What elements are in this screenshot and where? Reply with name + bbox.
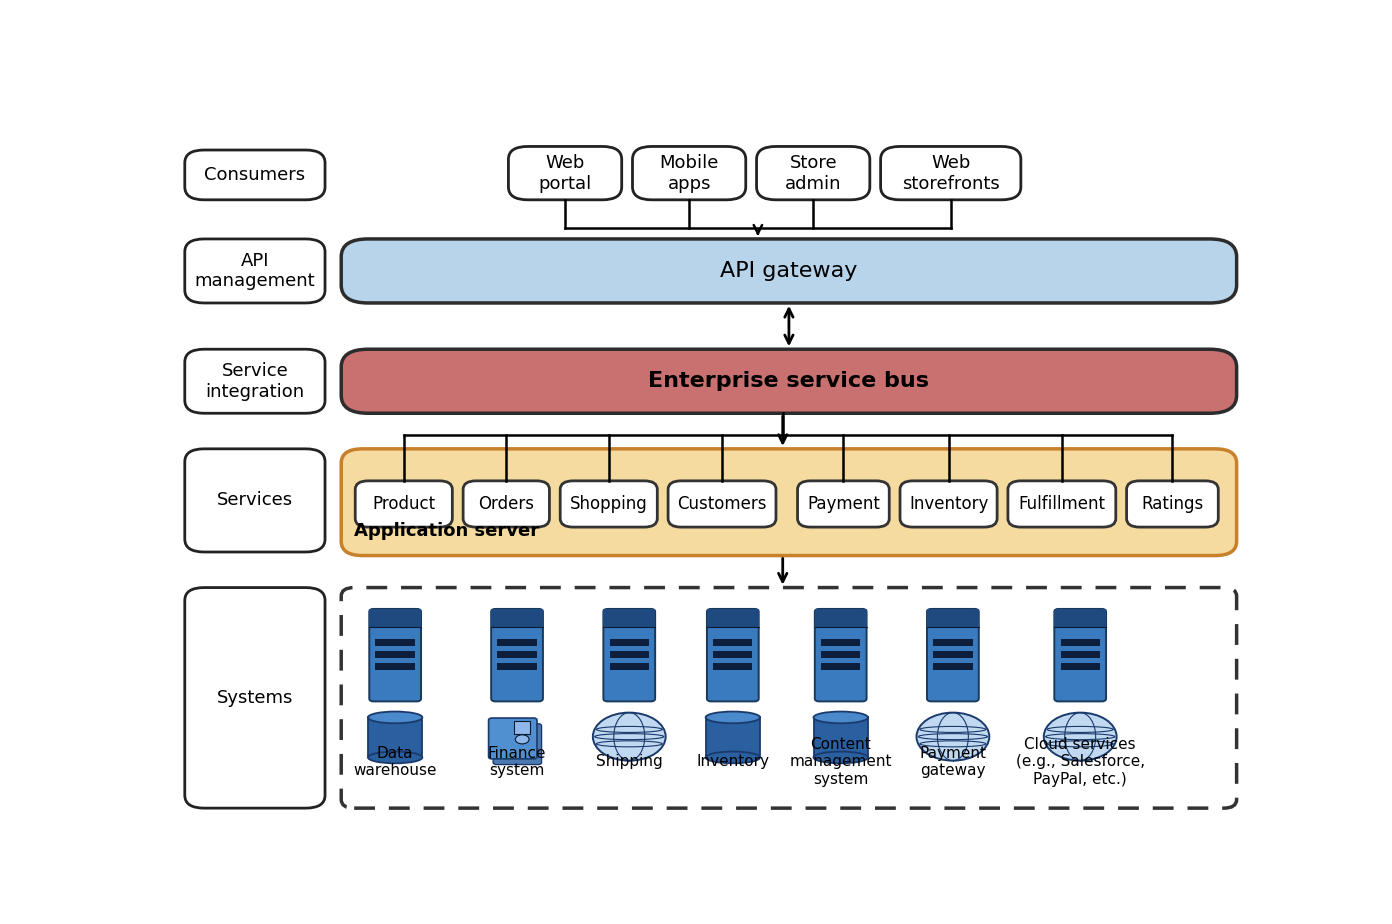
Text: Mobile
apps: Mobile apps bbox=[660, 153, 718, 192]
Ellipse shape bbox=[1044, 712, 1116, 760]
FancyBboxPatch shape bbox=[668, 480, 775, 527]
Text: Consumers: Consumers bbox=[205, 166, 305, 184]
Bar bbox=[814, 609, 867, 627]
FancyBboxPatch shape bbox=[757, 147, 870, 200]
Text: Web
portal: Web portal bbox=[539, 153, 592, 192]
Text: Finance
system: Finance system bbox=[487, 746, 546, 778]
FancyBboxPatch shape bbox=[185, 150, 326, 200]
Bar bbox=[1061, 651, 1100, 658]
Bar bbox=[610, 639, 649, 646]
Ellipse shape bbox=[813, 711, 867, 723]
Bar bbox=[821, 663, 860, 670]
FancyBboxPatch shape bbox=[901, 480, 997, 527]
Bar bbox=[610, 651, 649, 658]
FancyBboxPatch shape bbox=[1126, 480, 1218, 527]
Ellipse shape bbox=[706, 751, 760, 763]
Bar bbox=[927, 609, 979, 627]
Ellipse shape bbox=[813, 751, 867, 763]
Text: Enterprise service bus: Enterprise service bus bbox=[649, 371, 930, 391]
Bar bbox=[376, 651, 415, 658]
Text: Content
management
system: Content management system bbox=[789, 737, 892, 786]
Bar bbox=[603, 609, 656, 627]
Ellipse shape bbox=[706, 711, 760, 723]
Text: Ratings: Ratings bbox=[1141, 495, 1204, 513]
Text: Cloud services
(e.g., Salesforce,
PayPal, etc.): Cloud services (e.g., Salesforce, PayPal… bbox=[1016, 737, 1144, 786]
Bar bbox=[497, 639, 537, 646]
Bar bbox=[707, 609, 759, 627]
Bar bbox=[713, 663, 753, 670]
Bar bbox=[497, 651, 537, 658]
FancyBboxPatch shape bbox=[185, 449, 326, 552]
Bar bbox=[497, 663, 537, 670]
Text: Shipping: Shipping bbox=[596, 754, 663, 770]
Text: Service
integration: Service integration bbox=[206, 362, 305, 401]
Bar bbox=[713, 651, 753, 658]
FancyBboxPatch shape bbox=[881, 147, 1020, 200]
Text: Inventory: Inventory bbox=[696, 754, 770, 770]
Bar bbox=[376, 639, 415, 646]
Bar bbox=[376, 663, 415, 670]
Bar bbox=[821, 651, 860, 658]
Circle shape bbox=[515, 735, 529, 744]
FancyBboxPatch shape bbox=[464, 480, 550, 527]
FancyBboxPatch shape bbox=[814, 609, 867, 701]
Text: Orders: Orders bbox=[479, 495, 535, 513]
Bar bbox=[933, 639, 973, 646]
FancyBboxPatch shape bbox=[341, 449, 1236, 555]
FancyBboxPatch shape bbox=[927, 609, 979, 701]
Text: Fulfillment: Fulfillment bbox=[1019, 495, 1105, 513]
Bar bbox=[933, 651, 973, 658]
Bar bbox=[610, 663, 649, 670]
Bar bbox=[1054, 609, 1107, 627]
FancyBboxPatch shape bbox=[491, 609, 543, 701]
Ellipse shape bbox=[916, 712, 990, 760]
FancyBboxPatch shape bbox=[341, 239, 1236, 303]
Ellipse shape bbox=[593, 712, 665, 760]
FancyBboxPatch shape bbox=[798, 480, 889, 527]
FancyBboxPatch shape bbox=[369, 609, 420, 701]
Text: Product: Product bbox=[372, 495, 436, 513]
Bar bbox=[813, 717, 867, 758]
Text: Web
storefronts: Web storefronts bbox=[902, 153, 999, 192]
FancyBboxPatch shape bbox=[185, 239, 326, 303]
Text: Data
warehouse: Data warehouse bbox=[354, 746, 437, 778]
Bar bbox=[369, 609, 420, 627]
Bar bbox=[933, 663, 973, 670]
FancyBboxPatch shape bbox=[341, 349, 1236, 413]
Bar bbox=[1061, 639, 1100, 646]
Text: Payment: Payment bbox=[807, 495, 880, 513]
Bar bbox=[821, 639, 860, 646]
Bar bbox=[1061, 663, 1100, 670]
FancyBboxPatch shape bbox=[707, 609, 759, 701]
Text: Payment
gateway: Payment gateway bbox=[919, 746, 987, 778]
Bar bbox=[367, 717, 422, 758]
Bar bbox=[706, 717, 760, 758]
Text: API gateway: API gateway bbox=[720, 261, 857, 281]
Text: Systems: Systems bbox=[217, 689, 294, 707]
FancyBboxPatch shape bbox=[185, 588, 326, 808]
FancyBboxPatch shape bbox=[1008, 480, 1116, 527]
FancyBboxPatch shape bbox=[632, 147, 746, 200]
Bar bbox=[491, 609, 543, 627]
FancyBboxPatch shape bbox=[493, 723, 541, 764]
Bar bbox=[713, 639, 753, 646]
Text: Shopping: Shopping bbox=[569, 495, 647, 513]
FancyBboxPatch shape bbox=[489, 718, 537, 759]
Ellipse shape bbox=[367, 751, 422, 763]
FancyBboxPatch shape bbox=[560, 480, 657, 527]
Text: Inventory: Inventory bbox=[909, 495, 988, 513]
FancyBboxPatch shape bbox=[508, 147, 622, 200]
Text: API
management: API management bbox=[195, 251, 315, 290]
Text: Customers: Customers bbox=[678, 495, 767, 513]
FancyBboxPatch shape bbox=[185, 349, 326, 413]
FancyBboxPatch shape bbox=[1054, 609, 1107, 701]
Text: Store
admin: Store admin bbox=[785, 153, 841, 192]
Text: Application server: Application server bbox=[354, 522, 539, 540]
Text: Services: Services bbox=[217, 492, 292, 509]
FancyBboxPatch shape bbox=[603, 609, 656, 701]
FancyBboxPatch shape bbox=[355, 480, 452, 527]
Bar bbox=[514, 722, 530, 734]
Ellipse shape bbox=[367, 711, 422, 723]
